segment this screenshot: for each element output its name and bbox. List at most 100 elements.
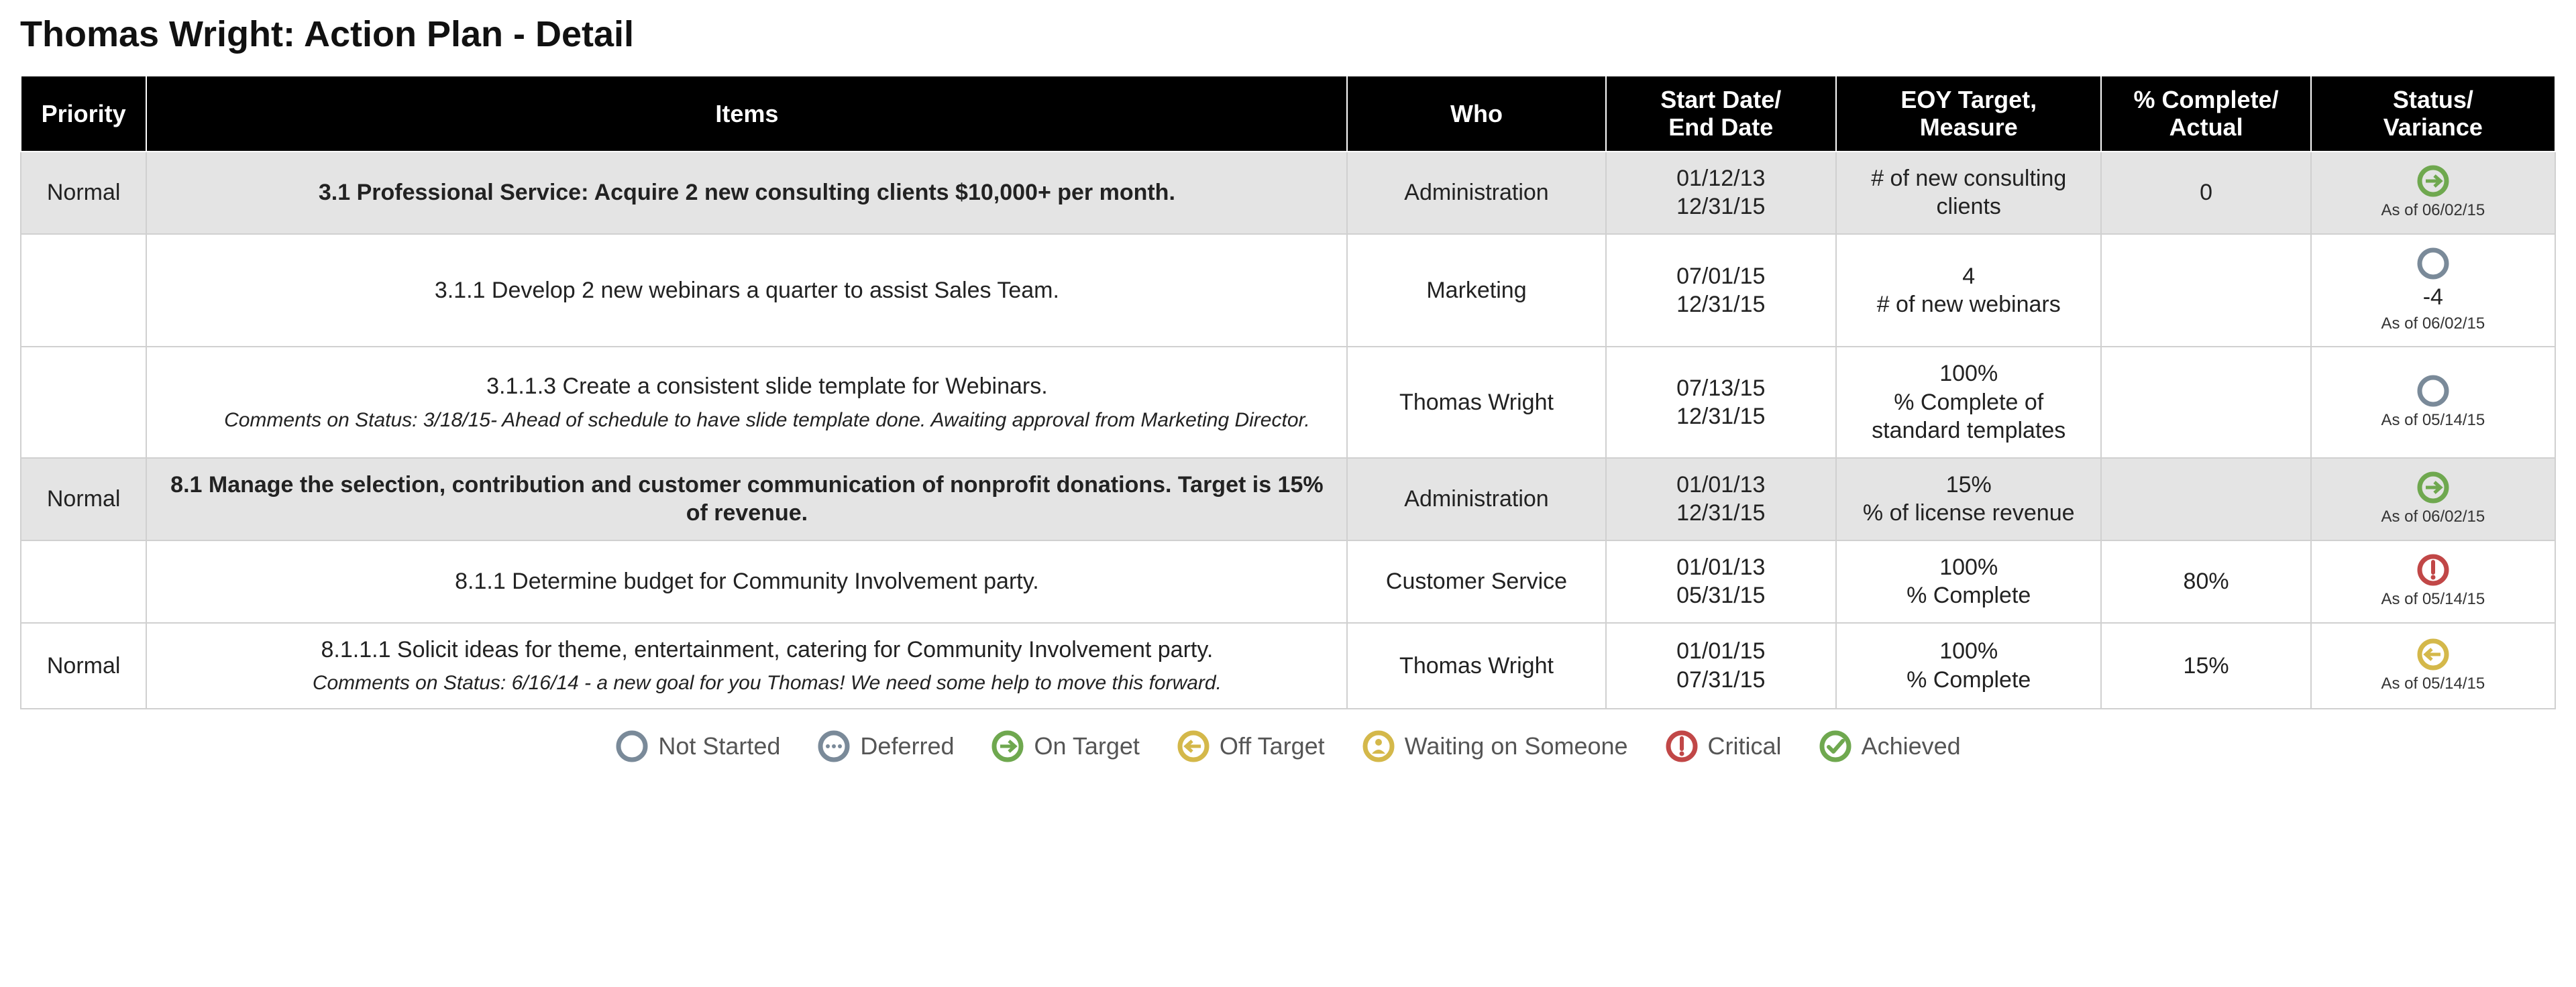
eoy-measure: % Complete of standard templates <box>1847 388 2090 445</box>
legend-item-not-started: Not Started <box>615 730 780 763</box>
cell-status: As of 06/02/15 <box>2311 458 2555 540</box>
status-icon-on-target <box>2416 164 2450 198</box>
not-started-icon <box>615 730 649 763</box>
item-text: 8.1.1.1 Solicit ideas for theme, enterta… <box>198 636 1336 664</box>
eoy-target: 100% <box>1847 359 2090 388</box>
eoy-target: 100% <box>1847 553 2090 582</box>
cell-status: As of 05/14/15 <box>2311 347 2555 458</box>
status-icon-critical <box>2416 553 2450 587</box>
status-asof: As of 05/14/15 <box>2381 410 2485 430</box>
col-header-priority: Priority <box>21 76 146 152</box>
legend-item-achieved: Achieved <box>1819 730 1961 763</box>
cell-dates: 07/01/15 12/31/15 <box>1606 234 1836 347</box>
cell-priority: Normal <box>21 623 146 709</box>
legend-item-deferred: Deferred <box>817 730 954 763</box>
table-row: 3.1.1.3 Create a consistent slide templa… <box>21 347 2555 458</box>
start-date: 01/01/13 <box>1617 471 1825 500</box>
end-date: 12/31/15 <box>1617 499 1825 528</box>
end-date: 12/31/15 <box>1617 402 1825 431</box>
table-row: Normal 3.1 Professional Service: Acquire … <box>21 152 2555 234</box>
start-date: 01/01/15 <box>1617 637 1825 666</box>
cell-dates: 01/12/13 12/31/15 <box>1606 152 1836 234</box>
cell-eoy: 15%% of license revenue <box>1836 458 2101 540</box>
end-date: 12/31/15 <box>1617 192 1825 221</box>
status-asof: As of 05/14/15 <box>2381 589 2485 609</box>
item-text: 3.1.1.3 Create a consistent slide templa… <box>198 372 1336 401</box>
col-header-eoy: EOY Target,Measure <box>1836 76 2101 152</box>
table-row: Normal8.1 Manage the selection, contribu… <box>21 458 2555 540</box>
cell-dates: 01/01/15 07/31/15 <box>1606 623 1836 709</box>
end-date: 07/31/15 <box>1617 666 1825 695</box>
cell-eoy: 100%% Complete of standard templates <box>1836 347 2101 458</box>
table-row: 8.1.1 Determine budget for Community Inv… <box>21 540 2555 623</box>
eoy-measure: % Complete <box>1847 666 2090 695</box>
cell-items: 3.1.1 Develop 2 new webinars a quarter t… <box>146 234 1347 347</box>
table-row: 3.1.1 Develop 2 new webinars a quarter t… <box>21 234 2555 347</box>
col-header-status: Status/Variance <box>2311 76 2555 152</box>
on-target-icon <box>991 730 1024 763</box>
start-date: 07/01/15 <box>1617 262 1825 291</box>
off-target-icon <box>1177 730 1210 763</box>
col-header-dates: Start Date/End Date <box>1606 76 1836 152</box>
cell-complete: 15% <box>2101 623 2310 709</box>
item-comment: Comments on Status: 6/16/14 - a new goal… <box>198 671 1336 696</box>
cell-who: Administration <box>1347 152 1605 234</box>
cell-priority: Normal <box>21 152 146 234</box>
status-icon-off-target <box>2416 638 2450 671</box>
cell-priority: Normal <box>21 458 146 540</box>
cell-items: 8.1.1.1 Solicit ideas for theme, enterta… <box>146 623 1347 709</box>
cell-status: As of 05/14/15 <box>2311 540 2555 623</box>
cell-status: As of 05/14/15 <box>2311 623 2555 709</box>
cell-priority <box>21 347 146 458</box>
start-date: 01/12/13 <box>1617 164 1825 193</box>
legend-label: Critical <box>1708 732 1782 760</box>
cell-items: 8.1 Manage the selection, contribution a… <box>146 458 1347 540</box>
cell-eoy: 4# of new webinars <box>1836 234 2101 347</box>
status-asof: As of 06/02/15 <box>2381 314 2485 334</box>
legend-label: Not Started <box>658 732 780 760</box>
legend-label: Off Target <box>1220 732 1325 760</box>
action-plan-table: Priority Items Who Start Date/End Date E… <box>20 75 2556 709</box>
item-text: 3.1 Professional Service: Acquire 2 new … <box>158 178 1336 207</box>
cell-items: 3.1 Professional Service: Acquire 2 new … <box>146 152 1347 234</box>
cell-complete: 0 <box>2101 152 2310 234</box>
legend-label: Deferred <box>860 732 954 760</box>
start-date: 01/01/13 <box>1617 553 1825 582</box>
item-comment: Comments on Status: 3/18/15- Ahead of sc… <box>198 408 1336 433</box>
eoy-target: 15% <box>1847 471 2090 500</box>
status-icon-not-started <box>2416 374 2450 408</box>
status-icon-not-started <box>2416 247 2450 280</box>
eoy-target: 4 <box>1847 262 2090 291</box>
eoy-measure: # of new consulting clients <box>1847 164 2090 221</box>
end-date: 05/31/15 <box>1617 581 1825 610</box>
legend-label: Achieved <box>1862 732 1961 760</box>
status-legend: Not Started Deferred On Target Off Ta <box>20 730 2556 763</box>
cell-who: Thomas Wright <box>1347 623 1605 709</box>
waiting-icon <box>1362 730 1395 763</box>
cell-dates: 07/13/15 12/31/15 <box>1606 347 1836 458</box>
cell-priority <box>21 234 146 347</box>
cell-complete: 80% <box>2101 540 2310 623</box>
cell-who: Thomas Wright <box>1347 347 1605 458</box>
cell-items: 8.1.1 Determine budget for Community Inv… <box>146 540 1347 623</box>
cell-dates: 01/01/13 05/31/15 <box>1606 540 1836 623</box>
cell-dates: 01/01/13 12/31/15 <box>1606 458 1836 540</box>
eoy-target: 100% <box>1847 637 2090 666</box>
cell-priority <box>21 540 146 623</box>
col-header-who: Who <box>1347 76 1605 152</box>
item-text: 3.1.1 Develop 2 new webinars a quarter t… <box>158 276 1336 305</box>
legend-item-on-target: On Target <box>991 730 1139 763</box>
cell-eoy: # of new consulting clients <box>1836 152 2101 234</box>
legend-item-off-target: Off Target <box>1177 730 1325 763</box>
cell-status: -4As of 06/02/15 <box>2311 234 2555 347</box>
legend-label: Waiting on Someone <box>1405 732 1628 760</box>
legend-item-waiting: Waiting on Someone <box>1362 730 1628 763</box>
end-date: 12/31/15 <box>1617 290 1825 319</box>
eoy-measure: # of new webinars <box>1847 290 2090 319</box>
cell-who: Customer Service <box>1347 540 1605 623</box>
cell-eoy: 100%% Complete <box>1836 540 2101 623</box>
cell-who: Marketing <box>1347 234 1605 347</box>
achieved-icon <box>1819 730 1852 763</box>
item-text: 8.1.1 Determine budget for Community Inv… <box>158 567 1336 596</box>
table-header-row: Priority Items Who Start Date/End Date E… <box>21 76 2555 152</box>
